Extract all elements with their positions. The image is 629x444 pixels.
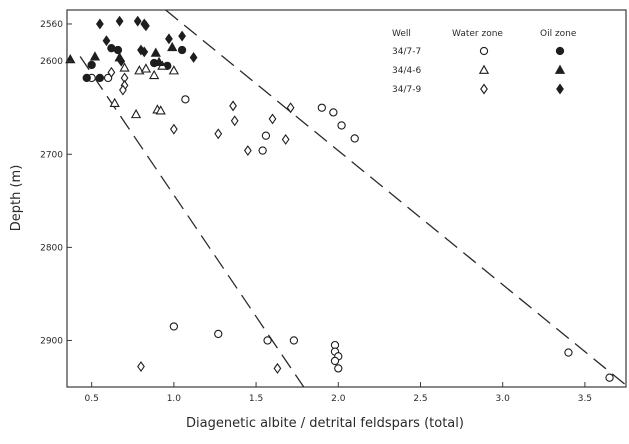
point-34-7-7-water [258,146,267,155]
point-34-7-9-water [214,128,223,140]
point-34-7-9-oil [133,15,142,27]
point-34-7-9-oil [102,35,111,47]
y-tick-label: 2560 [40,20,63,30]
point-34-7-9-water [137,361,145,372]
y-tick-label: 2800 [40,243,63,253]
legend-marker-water-1 [479,46,489,56]
data-points [65,15,614,382]
point-34-7-9-water [230,115,239,127]
point-34-4-6-oil [153,56,165,67]
x-tick-label: 3.0 [496,394,511,404]
x-axis-label: Diagenetic albite / detrital feldspars (… [186,416,464,431]
x-tick-label: 3.5 [578,394,592,404]
point-34-7-9-water [107,66,116,78]
point-34-7-7-water [261,131,271,140]
point-34-4-6-water [155,105,166,115]
point-34-7-9-water [286,102,295,114]
x-tick-label: 2.0 [331,394,346,404]
point-34-7-7-water [317,103,326,112]
point-34-7-7-water [329,108,338,117]
point-34-7-9-oil [117,55,126,67]
point-34-7-9-water [229,100,237,112]
y-axis-label: Depth (m) [9,165,24,232]
axes: 0.5 1.0 1.5 2.0 2.5 3.0 3.5 2560 2600 2700 2800 290… [40,20,592,404]
point-34-7-7-oil [82,73,91,83]
point-34-7-7-water [330,356,340,366]
trend-line-1 [79,56,305,388]
point-34-7-9-water [243,145,252,157]
legend-well-1: 34/7-7 [392,47,421,57]
point-34-4-6-oil [167,41,178,52]
legend-header-oil: Oil zone [540,29,577,39]
point-34-7-9-water [273,362,282,374]
point-34-7-7-water [334,364,343,373]
point-34-7-7-water [169,322,179,331]
legend-header-well: Well [392,29,411,39]
point-34-7-7-water [181,95,190,104]
point-34-4-6-water [149,69,160,80]
point-34-4-6-water [130,108,142,119]
legend-well-3: 34/7-9 [392,85,421,95]
point-34-7-9-oil [142,20,150,32]
point-34-7-7-water [337,121,346,130]
point-34-7-7-water [350,134,359,143]
legend-marker-water-3 [480,83,488,95]
point-34-7-7-water [214,329,223,339]
point-34-7-7-water [605,373,614,382]
point-34-7-7-oil [95,73,105,83]
point-34-7-9-oil [96,18,104,30]
point-34-7-9-oil [178,30,186,42]
point-34-7-9-water [169,123,178,135]
trend-lines [79,9,627,388]
point-34-7-7-oil [177,45,187,55]
legend-marker-water-2 [478,64,490,74]
point-34-4-6-oil [89,51,101,61]
y-tick-label: 2700 [40,150,63,160]
point-34-4-6-oil [150,47,161,57]
x-tick-label: 2.5 [413,394,427,404]
point-34-7-9-water [281,133,290,145]
legend-marker-oil-2 [554,64,566,74]
point-34-7-7-oil [113,45,123,55]
point-34-7-9-oil [189,52,198,63]
point-34-7-9-oil [137,44,145,56]
point-34-4-6-water [140,63,152,73]
point-34-7-9-water [119,84,127,96]
trend-line-2 [165,9,627,386]
point-34-7-7-water [564,348,573,357]
point-34-7-9-oil [165,33,173,45]
x-tick-label: 1.5 [249,394,263,404]
point-34-7-9-oil [115,15,124,27]
point-34-4-6-water [168,65,180,75]
legend-markers [478,46,566,95]
legend-marker-oil-1 [555,46,565,56]
x-tick-label: 1.0 [167,394,182,404]
plot-frame [66,9,627,388]
point-34-7-7-water [103,73,113,83]
point-34-7-7-water [289,336,299,345]
legend-well-2: 34/4-6 [392,66,421,76]
legend: Well Water zone Oil zone 34/7-7 34/4-6 3… [392,29,577,95]
y-tick-label: 2600 [40,57,63,67]
legend-marker-oil-3 [556,83,564,95]
x-tick-label: 0.5 [84,394,98,404]
point-34-4-6-water [119,62,130,72]
legend-header-water: Water zone [452,29,503,39]
point-34-4-6-water [109,97,120,107]
point-34-7-7-oil [87,60,96,70]
y-tick-label: 2900 [40,336,63,346]
point-34-7-9-water [268,113,277,125]
point-34-7-7-water [263,336,272,345]
